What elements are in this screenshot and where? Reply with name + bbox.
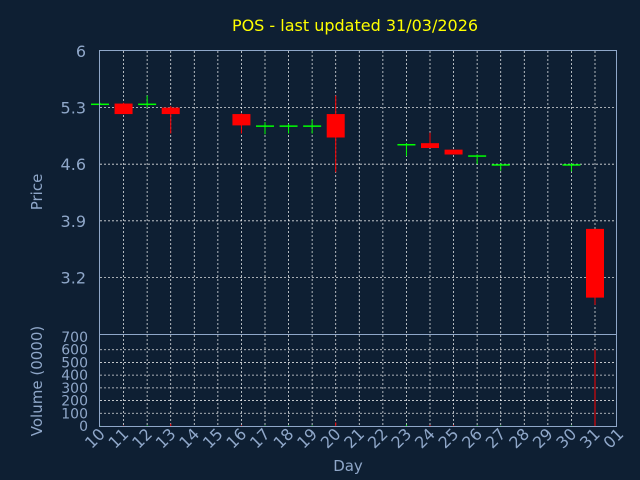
price-tick-label: 3.9 <box>61 212 86 231</box>
volume-tick-label: 300 <box>61 381 88 397</box>
candle-body <box>468 155 487 157</box>
volume-grid <box>100 335 616 426</box>
candle-body <box>256 125 274 127</box>
volume-tick-label: 200 <box>61 394 88 410</box>
candle-body <box>586 228 604 298</box>
candle-body <box>444 149 463 155</box>
volume-tick-label: 700 <box>61 330 88 346</box>
price-tick-label: 3.2 <box>61 268 86 287</box>
volume-tick-label: 0 <box>79 419 88 435</box>
x-axis-label: Day <box>333 457 363 475</box>
price-axis-label: Price <box>28 174 46 211</box>
price-tick-label: 5.3 <box>61 99 86 118</box>
volume-tick-label: 600 <box>61 343 88 359</box>
price-grid <box>100 51 616 334</box>
chart-title: POS - last updated 31/03/2026 <box>232 16 478 35</box>
candle-body <box>114 103 133 115</box>
volume-tick-label: 400 <box>61 368 88 384</box>
candle-body <box>161 107 180 115</box>
volume-tick-label: 100 <box>61 406 88 422</box>
candle-body <box>421 143 439 149</box>
volume-panel-frame <box>99 334 617 427</box>
price-tick-label: 4.6 <box>61 155 86 174</box>
volume-tick-label: 500 <box>61 355 88 371</box>
volume-axis-label: Volume (0000) <box>28 326 46 436</box>
candle-body <box>491 164 510 166</box>
price-tick-labels: 6 5.3 4.6 3.9 3.2 <box>61 42 86 287</box>
candle-body <box>138 103 157 106</box>
candle-body <box>397 143 416 146</box>
candle-body <box>279 125 298 127</box>
x-tick-label: 01 <box>600 424 628 452</box>
candles <box>91 95 604 305</box>
candle-body <box>232 114 251 126</box>
candle-body <box>326 114 345 138</box>
price-panel-frame <box>99 50 617 335</box>
price-tick-label: 6 <box>76 42 86 61</box>
candle-body <box>303 125 322 127</box>
x-tick-labels: 1011121314151617181920212223242526272829… <box>81 424 627 452</box>
candle-body <box>562 164 581 166</box>
